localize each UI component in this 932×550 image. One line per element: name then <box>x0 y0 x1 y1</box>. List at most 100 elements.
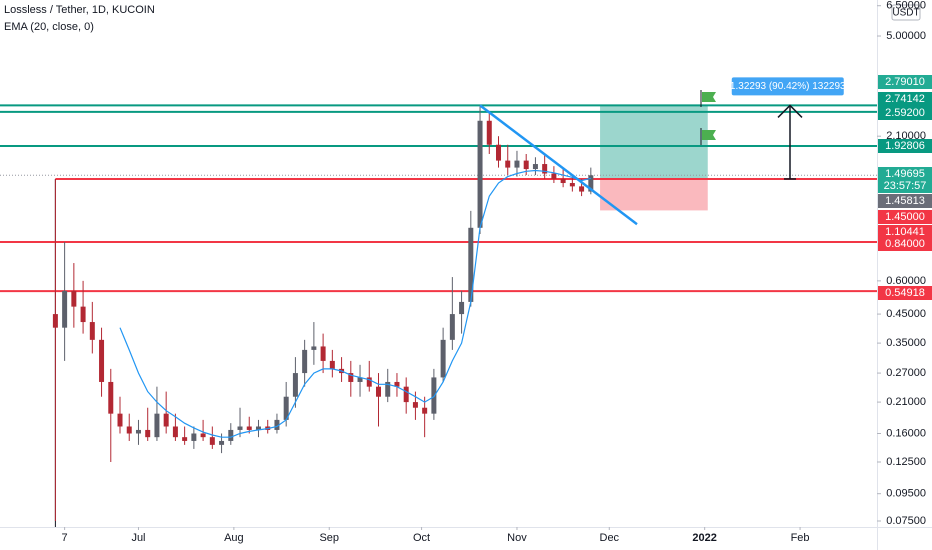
candle-body <box>62 290 68 328</box>
candle-body <box>514 160 520 168</box>
candle-body <box>108 381 114 414</box>
candle-body <box>237 426 243 430</box>
x-tick-label: Nov <box>507 532 527 544</box>
y-tick-label: 0.09500 <box>886 488 926 500</box>
price-label-box <box>878 225 932 239</box>
measure-label-box <box>731 77 844 96</box>
candle-body <box>80 306 86 323</box>
candle-body <box>357 377 363 382</box>
loss-zone <box>600 178 708 211</box>
x-tick-label: Feb <box>791 532 810 544</box>
x-tick-label: Jul <box>131 532 145 544</box>
price-label-box <box>878 75 932 89</box>
y-tick-label: 0.60000 <box>886 275 926 287</box>
candle-body <box>145 429 151 438</box>
y-tick-label: 0.45000 <box>886 308 926 320</box>
y-tick-label: 0.21000 <box>886 396 926 408</box>
candle-body <box>560 178 566 184</box>
ema-line <box>119 169 591 438</box>
candle-body <box>209 437 215 445</box>
arrow-head <box>777 104 803 118</box>
candle-body <box>532 164 538 170</box>
candle-body <box>486 120 492 145</box>
price-label: 1.45813 <box>885 195 925 207</box>
candle-body <box>569 183 575 187</box>
y-tick-label: 0.12500 <box>886 456 926 468</box>
measure-label: 1.32293 (90.42%) 132293 <box>730 81 846 92</box>
candle-body <box>219 440 225 445</box>
candle-body <box>191 433 197 441</box>
currency-label: USDT <box>892 8 919 19</box>
candle-body <box>163 413 169 427</box>
x-tick-label: 2022 <box>692 532 716 544</box>
candle-body <box>89 322 95 340</box>
candle-body <box>542 164 548 174</box>
candle-body <box>385 381 391 397</box>
candle-body <box>71 290 77 307</box>
candle-body <box>182 437 188 441</box>
indicator-label: EMA (20, close, 0) <box>4 21 94 33</box>
candle-body <box>135 429 141 434</box>
candle-body <box>126 426 132 434</box>
candle-body <box>311 346 317 350</box>
plot: 1.32293 (90.42%) 132293 <box>0 77 877 527</box>
candle-body <box>274 419 280 430</box>
price-label-box <box>878 106 932 120</box>
y-tick-label: 0.16000 <box>886 427 926 439</box>
trendline <box>479 104 638 226</box>
candle-body <box>228 429 234 441</box>
flag <box>702 130 716 140</box>
candle-body <box>302 349 308 374</box>
candle-body <box>172 426 178 438</box>
x-tick-label: Dec <box>600 532 620 544</box>
candle-body <box>422 407 428 414</box>
candle-body <box>117 413 123 427</box>
candle-body <box>523 160 529 170</box>
candle-body <box>588 175 594 192</box>
x-tick-label: Oct <box>413 532 430 544</box>
currency-badge[interactable] <box>891 4 921 21</box>
price-label: 0.54918 <box>885 287 925 299</box>
x-tick-label: Aug <box>224 532 244 544</box>
x-tick-label: Sep <box>319 532 339 544</box>
price-label: 1.45000 <box>885 211 925 223</box>
candle-body <box>200 433 206 438</box>
candle-body <box>459 301 465 315</box>
candle-body <box>348 373 354 382</box>
y-tick-label: 0.07500 <box>886 515 926 527</box>
candle-body <box>99 339 105 382</box>
candle-body <box>52 314 58 328</box>
candle-body <box>496 144 502 161</box>
y-tick-label: 0.27000 <box>886 367 926 379</box>
price-label: 1.49695 <box>885 168 925 180</box>
y-tick-label: 5.00000 <box>886 30 926 42</box>
y-tick-label: 6.50000 <box>886 0 926 12</box>
price-label: 0.84000 <box>885 238 925 250</box>
candle-body <box>283 396 289 420</box>
price-label-box <box>878 92 932 106</box>
price-label-box <box>878 237 932 251</box>
candle-body <box>551 173 557 179</box>
price-label: 1.92806 <box>885 140 925 152</box>
candle-body <box>505 160 511 168</box>
candle-body <box>255 426 261 430</box>
candle-body <box>366 377 372 387</box>
price-label: 2.74142 <box>885 93 925 105</box>
candle-body <box>375 386 381 397</box>
candle-body <box>468 227 474 302</box>
candle-body <box>449 314 455 340</box>
candle-body <box>412 402 418 408</box>
profit-zone <box>600 105 708 179</box>
candle-body <box>440 339 446 378</box>
price-label: 2.79010 <box>885 76 925 88</box>
candle-body <box>477 120 483 228</box>
candle-body <box>394 381 400 387</box>
candle-body <box>329 360 335 369</box>
candle-body <box>403 386 409 403</box>
price-label: 1.10441 <box>885 226 925 238</box>
price-label-box <box>878 194 932 208</box>
price-label-box <box>878 167 932 193</box>
price-label-box <box>878 286 932 300</box>
countdown-label: 23:57:57 <box>884 180 927 192</box>
